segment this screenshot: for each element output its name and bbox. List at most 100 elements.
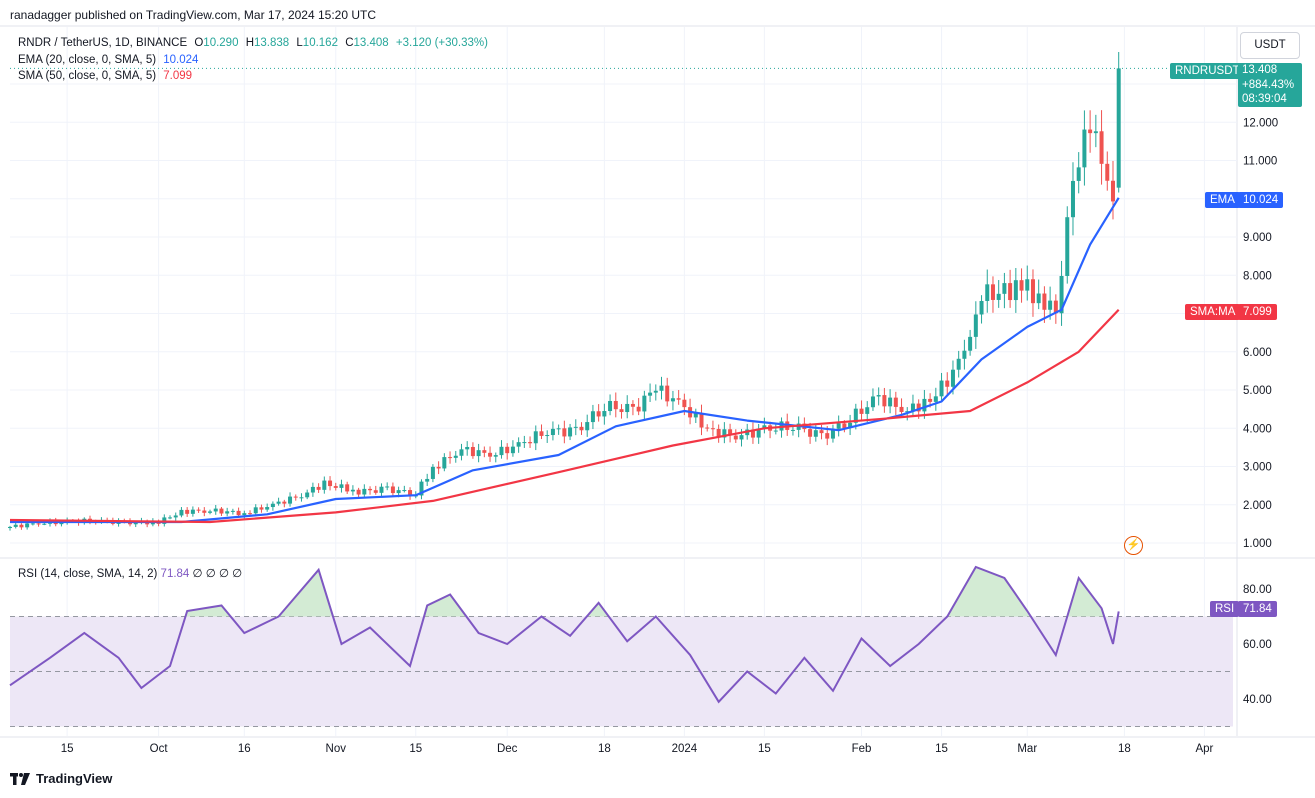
candle — [939, 372, 944, 401]
rsi-line — [9, 565, 1120, 704]
candle — [19, 523, 24, 530]
ema-row[interactable]: EMA (20, close, 0, SMA, 5) 10.024 — [18, 52, 492, 69]
candle — [888, 389, 893, 414]
candle — [876, 387, 881, 406]
price-tick-label: 12.000 — [1243, 117, 1278, 129]
open-value: 10.290 — [203, 37, 239, 49]
candle — [562, 420, 567, 444]
time-tick-label: Nov — [326, 743, 347, 755]
candle — [750, 422, 755, 444]
candle-body — [773, 430, 778, 432]
candle-body — [590, 411, 595, 423]
candle-body — [430, 466, 435, 479]
candle — [293, 494, 298, 501]
candle-body — [813, 430, 818, 437]
candle-body — [505, 446, 510, 454]
candle — [179, 507, 184, 518]
candle — [436, 461, 441, 475]
candle-body — [30, 523, 35, 525]
lightning-icon[interactable]: ⚡ — [1124, 536, 1143, 555]
candle — [1082, 110, 1087, 186]
candle-body — [648, 392, 653, 396]
candle-body — [248, 513, 253, 515]
candle — [985, 269, 990, 313]
rsi-tag: RSI — [1210, 601, 1240, 617]
candle — [1099, 110, 1104, 185]
candle — [659, 376, 664, 400]
candle — [602, 403, 607, 425]
candle-body — [259, 507, 264, 510]
time-tick-label: 2024 — [672, 743, 698, 755]
candle — [676, 390, 681, 405]
candle — [328, 476, 333, 491]
candle-body — [36, 523, 41, 525]
candle-body — [653, 390, 658, 393]
candle-body — [293, 496, 298, 498]
candle — [522, 435, 527, 448]
candle — [533, 425, 538, 451]
ema-line — [10, 197, 1120, 524]
sma-tag-value: 7.099 — [1238, 304, 1277, 320]
candle-body — [453, 455, 458, 458]
candle — [585, 414, 590, 437]
price-tag-change: +884.43% — [1242, 78, 1295, 91]
candle-body — [716, 428, 721, 438]
candle-body — [225, 511, 230, 514]
symbol-tag: RNDRUSDT — [1170, 63, 1245, 79]
candle — [693, 408, 698, 423]
candle — [1042, 286, 1047, 323]
candle-body — [350, 489, 355, 492]
candle — [282, 499, 287, 508]
candle — [545, 430, 550, 443]
candle-body — [956, 358, 961, 370]
candle — [1076, 152, 1081, 194]
candle — [973, 301, 978, 349]
candle — [339, 479, 344, 493]
candle-body — [916, 403, 921, 412]
candle-body — [893, 397, 898, 407]
candle — [470, 442, 475, 459]
candle-body — [968, 336, 973, 351]
rsi-legend[interactable]: RSI (14, close, SMA, 14, 2) 71.84 ∅ ∅ ∅ … — [18, 566, 242, 580]
candle-body — [625, 403, 630, 413]
candle-body — [470, 446, 475, 457]
candle-body — [368, 488, 373, 491]
candle — [225, 507, 230, 517]
candle-body — [459, 449, 464, 456]
candle — [459, 443, 464, 461]
candle-body — [1030, 279, 1035, 304]
candle-body — [168, 517, 173, 519]
candle-body — [185, 509, 190, 514]
time-tick-label: 16 — [238, 743, 251, 755]
candle — [573, 419, 578, 436]
candle — [168, 515, 173, 520]
candle-body — [922, 398, 927, 412]
candle-body — [1008, 283, 1013, 301]
candle-body — [1076, 167, 1081, 181]
candle — [1093, 114, 1098, 148]
candle-body — [550, 428, 555, 436]
candle — [482, 446, 487, 458]
sma-value: 7.099 — [163, 70, 193, 82]
candle — [968, 329, 973, 356]
candle-body — [305, 492, 310, 498]
candle — [516, 437, 521, 453]
candle — [962, 339, 967, 370]
time-tick-label: Feb — [852, 743, 872, 755]
currency-button[interactable]: USDT — [1240, 32, 1300, 59]
candle — [670, 390, 675, 411]
candle-body — [659, 385, 664, 391]
candle-body — [482, 450, 487, 453]
candle-body — [7, 526, 13, 529]
rsi-tag-value: 71.84 — [1238, 601, 1277, 617]
candle — [196, 507, 201, 513]
rsi-legend-extras: ∅ ∅ ∅ ∅ — [192, 568, 243, 580]
candle-body — [133, 522, 138, 525]
tradingview-logo[interactable]: TradingView — [10, 771, 112, 786]
candle-body — [848, 422, 853, 429]
sma-row[interactable]: SMA (50, close, 0, SMA, 5) 7.099 — [18, 68, 492, 85]
candle — [316, 483, 321, 493]
time-tick-label: 15 — [61, 743, 74, 755]
symbol-label[interactable]: RNDR / TetherUS, 1D, BINANCE — [18, 37, 188, 49]
